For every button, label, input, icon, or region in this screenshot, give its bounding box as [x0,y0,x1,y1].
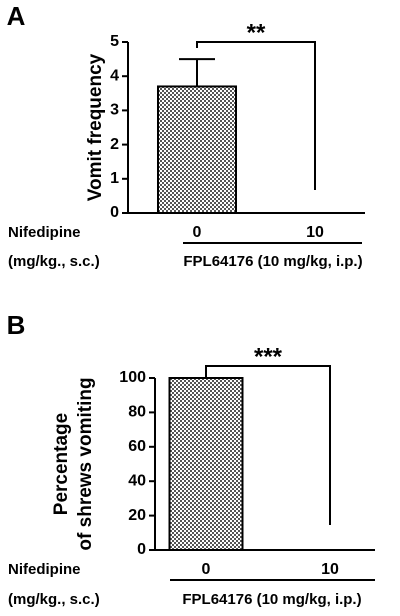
y-tick-label: 1 [110,170,119,187]
panel-label: A [7,1,26,31]
y-tick-label: 5 [110,33,119,50]
y-tick-label: 40 [128,472,146,489]
x-row-label: (mg/kg., s.c.) [8,591,100,608]
y-tick-label: 80 [128,404,146,421]
x-row-label: (mg/kg., s.c.) [8,253,100,270]
significance-label: ** [247,19,266,46]
y-tick-label: 20 [128,507,146,524]
y-tick-label: 2 [110,136,119,153]
significance-label: *** [254,343,283,370]
x-row-label: Nifedipine [8,561,81,578]
y-tick-label: 0 [137,541,146,558]
group-label: FPL64176 (10 mg/kg, i.p.) [182,591,361,608]
x-tick-label: 0 [193,224,202,241]
y-axis-label: of shrews vomiting [75,377,96,550]
panel-label: B [7,310,26,340]
y-tick-label: 3 [110,102,119,119]
error-bar [179,58,215,87]
x-tick-label: 10 [306,224,324,241]
bar [168,377,244,551]
group-label: FPL64176 (10 mg/kg, i.p.) [183,253,362,270]
y-tick-label: 4 [110,67,119,84]
y-tick-label: 100 [119,369,146,386]
y-axis-label: Vomit frequency [85,53,106,201]
significance-bracket [205,365,331,525]
y-tick-label: 0 [110,204,119,221]
x-tick-label: 0 [202,561,211,578]
x-row-label: Nifedipine [8,224,81,241]
y-axis-label: Percentage [51,413,72,515]
y-tick-label: 60 [128,438,146,455]
bar [157,85,237,214]
x-tick-label: 10 [321,561,339,578]
significance-bracket [196,41,316,190]
